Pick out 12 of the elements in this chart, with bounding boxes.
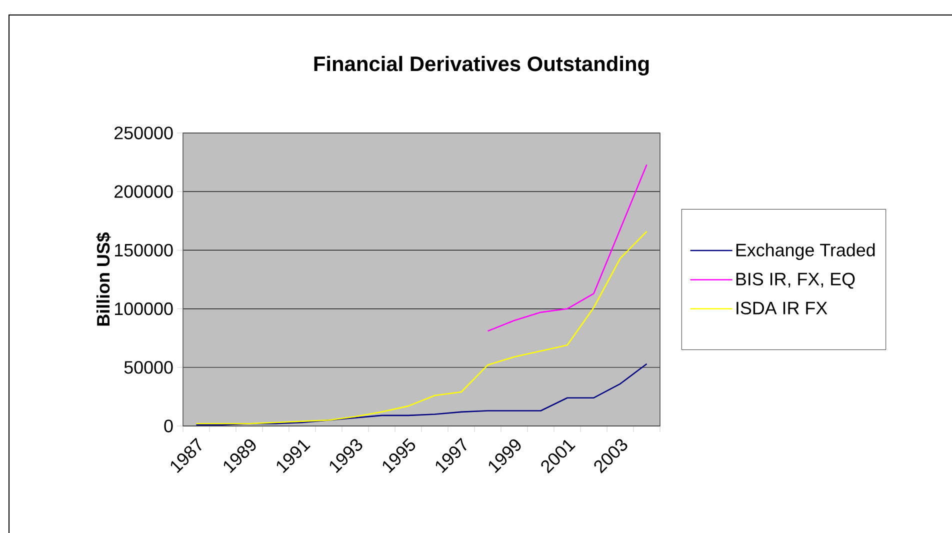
y-axis-title: Billion US$ <box>96 232 111 326</box>
chart-title: Financial Derivatives Outstanding <box>314 56 649 76</box>
legend-label: BIS IR, FX, EQ <box>736 272 855 289</box>
y-tick-label: 150000 <box>115 244 173 257</box>
y-tick-label: 200000 <box>114 185 173 198</box>
line-series <box>487 164 648 332</box>
y-tick-label: 50000 <box>124 361 173 374</box>
legend-label: ISDA IR FX <box>736 302 828 314</box>
y-tick-label: 250000 <box>114 126 173 140</box>
y-tick-label: 100000 <box>115 302 173 316</box>
y-tick-label: 0 <box>164 420 173 432</box>
legend-label: Exchange Traded <box>736 243 875 260</box>
